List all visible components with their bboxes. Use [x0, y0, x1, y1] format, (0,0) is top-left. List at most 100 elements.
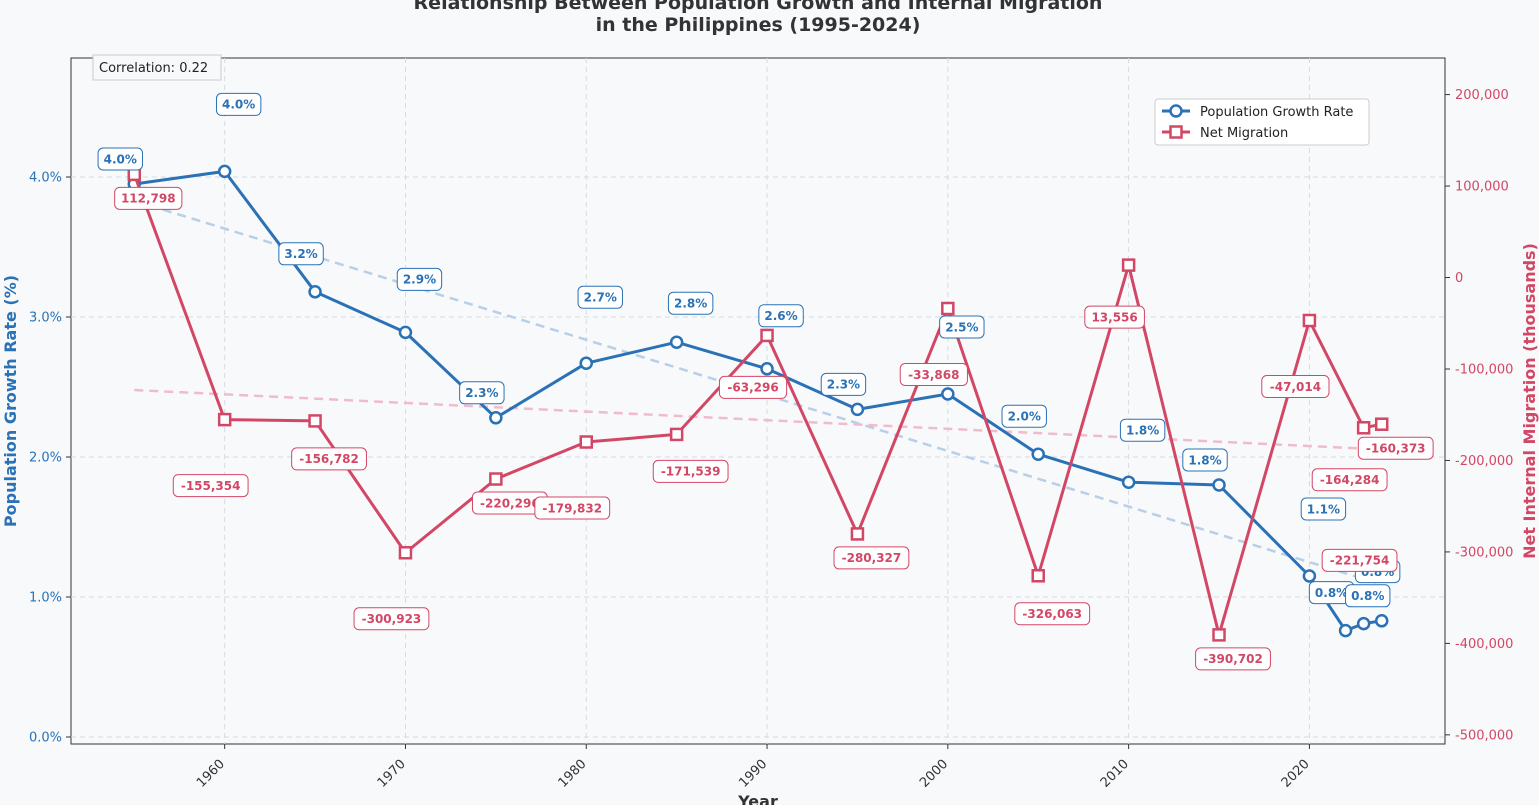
net-migration-point [1121, 258, 1136, 272]
growth-data-label: 2.7% [584, 291, 617, 305]
growth-data-label-box [97, 147, 143, 171]
migration-data-label-box [833, 546, 910, 570]
x-tick-label: 1980 [556, 757, 590, 791]
growth-data-label: 0.8% [1315, 586, 1348, 600]
growth-data-label: 1.8% [1188, 453, 1221, 467]
right-y-tick-label: -100,000 [1455, 362, 1513, 377]
growth-data-label-box [459, 381, 505, 405]
right-y-tick-label: 0 [1455, 271, 1463, 286]
growth-data-label-box [820, 372, 867, 396]
net-migration-point [941, 301, 955, 316]
x-tick-label: 1970 [375, 757, 409, 791]
legend-migration-label: Net Migration [1200, 126, 1288, 141]
growth-rate-point [1031, 447, 1045, 461]
data-labels: 4.0% 4.0% 3.2% 2.9% 2.3% 2.7% 2.8% 2.6% 2.3% 2.5%… [97, 92, 1434, 671]
growth-data-label-box [577, 285, 623, 309]
migration-data-label: -326,063 [1022, 607, 1082, 621]
growth-rate-point [1302, 569, 1317, 583]
migration-data-label: 13,556 [1091, 310, 1137, 324]
growth-data-label: 2.0% [1008, 410, 1041, 424]
left-y-tick-label: 3.0% [29, 311, 62, 326]
legend-box [1154, 98, 1370, 146]
growth-rate-point [760, 362, 774, 376]
migration-data-label: -160,373 [1366, 442, 1426, 456]
growth-data-label: 2.9% [403, 273, 436, 287]
migration-data-label: -47,014 [1270, 380, 1321, 394]
growth-rate-point [308, 285, 322, 299]
migration-data-label-box [899, 362, 968, 386]
migration-data-label-box [1357, 436, 1434, 460]
growth-data-label-box [278, 242, 324, 266]
migration-data-label: -220,296 [480, 496, 540, 510]
growth-data-label: 2.5% [945, 320, 978, 334]
migration-data-label-box [1311, 468, 1388, 492]
migration-data-label-box [114, 186, 183, 210]
net-migration-point [308, 414, 322, 428]
growth-data-label-box [396, 267, 443, 291]
migration-data-label: -63,296 [727, 381, 778, 395]
migration-data-label: -221,754 [1330, 554, 1390, 568]
migration-data-label: -155,354 [181, 479, 241, 493]
growth-rate-point [1121, 475, 1136, 489]
x-axis-label: Year [737, 792, 778, 805]
migration-data-label-box [172, 474, 249, 498]
net-migration-point [1374, 417, 1389, 431]
growth-rate-point [1374, 614, 1389, 628]
net-migration-point [489, 472, 503, 486]
net-migration-point [398, 546, 413, 560]
growth-data-label: 2.8% [674, 297, 707, 311]
growth-data-label-box [939, 315, 985, 339]
right-y-axis-label: Net Internal Migration (thousands) [1520, 243, 1539, 559]
growth-rate-point [669, 335, 684, 349]
legend-growth-marker [1169, 104, 1183, 118]
net-migration-point [1031, 569, 1045, 583]
left-y-tick-label: 2.0% [29, 451, 62, 466]
migration-data-label-box [1014, 602, 1091, 626]
growth-data-label: 2.6% [764, 309, 797, 323]
growth-rate-point [941, 387, 955, 401]
correlation-text: Correlation: 0.22 [99, 61, 208, 76]
migration-data-label: -280,327 [842, 551, 902, 565]
growth-rate-point [217, 164, 232, 179]
migration-data-label-box [291, 447, 367, 471]
net-migration-point [1302, 313, 1317, 328]
chart-title-line-2: in the Philippines (1995-2024) [596, 14, 921, 36]
growth-data-label: 0.8% [1351, 589, 1384, 603]
plot-area [70, 57, 1446, 745]
growth-rate-point [398, 325, 413, 340]
growth-data-label-box [1182, 448, 1228, 472]
right-y-tick-label: -200,000 [1455, 454, 1513, 469]
growth-data-label-box [1300, 497, 1347, 521]
growth-data-label: 4.0% [222, 98, 255, 112]
growth-rate-point [1212, 478, 1226, 492]
migration-data-label-box [652, 459, 729, 483]
migration-data-label: -171,539 [661, 465, 721, 479]
x-tick-label: 2020 [1279, 757, 1313, 791]
migration-data-label-box [534, 496, 611, 520]
migration-data-label: -33,868 [908, 368, 959, 382]
growth-data-label: 3.2% [284, 247, 317, 261]
migration-data-label-box [1261, 375, 1330, 399]
growth-data-label: 1.8% [1126, 424, 1159, 438]
legend: Population Growth Rate Net Migration [1154, 98, 1370, 146]
migration-data-label: -300,923 [362, 612, 422, 626]
growth-data-label-box [215, 92, 262, 116]
migration-data-label-box [718, 375, 788, 399]
left-y-tick-label: 1.0% [29, 591, 62, 606]
x-tick-label: 1960 [194, 757, 228, 791]
growth-rate-point [1338, 623, 1353, 638]
correlation-box [92, 54, 222, 81]
growth-data-label: 4.0% [104, 152, 137, 166]
migration-data-label: -179,832 [542, 501, 602, 515]
growth-rate-point [489, 411, 503, 425]
net-migration-point [1212, 628, 1226, 642]
x-tick-label: 2000 [917, 757, 951, 791]
net-migration-point [669, 427, 684, 442]
right-y-tick-label: 200,000 [1455, 88, 1509, 103]
migration-data-label: -156,782 [299, 452, 359, 466]
growth-data-label-box [758, 304, 804, 328]
net-migration-point [760, 328, 774, 343]
net-migration-point [579, 435, 593, 449]
right-y-tick-label: -500,000 [1455, 728, 1513, 743]
